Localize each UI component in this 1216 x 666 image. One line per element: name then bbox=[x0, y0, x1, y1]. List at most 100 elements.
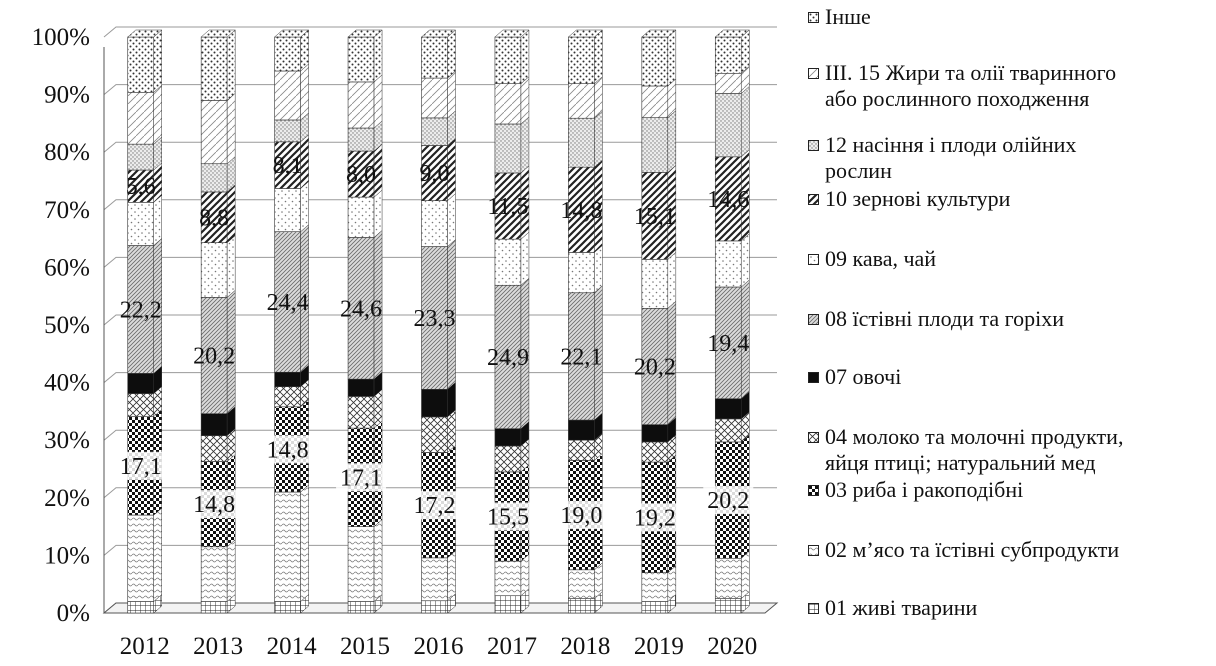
bar-segment-side bbox=[447, 193, 456, 248]
bar-segment bbox=[200, 242, 228, 298]
bar-segment bbox=[494, 36, 522, 84]
bar-segment bbox=[127, 202, 155, 246]
legend-swatch bbox=[808, 545, 819, 556]
bar-segment-side bbox=[520, 76, 530, 125]
bar-segment bbox=[274, 188, 301, 232]
bar-segment-side bbox=[153, 29, 162, 93]
bar-segment bbox=[714, 398, 742, 420]
bar-segment bbox=[127, 373, 155, 394]
bar-segment-side bbox=[667, 251, 677, 309]
bar-segment bbox=[347, 127, 375, 152]
bar-segment bbox=[274, 386, 301, 408]
bar-segment bbox=[641, 307, 669, 425]
bar-segment-side bbox=[300, 484, 309, 603]
bar-segment-side bbox=[373, 519, 383, 603]
data-label: 17,1 bbox=[340, 465, 382, 491]
bar-top bbox=[494, 29, 530, 38]
y-tick-label: 0% bbox=[57, 600, 90, 627]
bar-segment bbox=[127, 601, 155, 614]
bar-segment bbox=[641, 424, 669, 443]
bar-top bbox=[347, 29, 383, 38]
bar-segment bbox=[568, 439, 595, 461]
bar-segment-side bbox=[741, 29, 750, 74]
data-label-bg bbox=[703, 486, 754, 515]
bar-segment-side bbox=[226, 92, 236, 165]
data-label: 22,2 bbox=[120, 297, 162, 323]
x-tick-label: 2018 bbox=[560, 633, 610, 660]
x-tick-label: 2014 bbox=[267, 633, 318, 660]
bar-segment-side bbox=[741, 233, 750, 288]
x-tick-label: 2020 bbox=[707, 633, 757, 660]
bar-segment bbox=[641, 172, 669, 260]
data-label: 22,1 bbox=[560, 344, 602, 370]
bar-segment bbox=[494, 595, 522, 614]
bar-segment bbox=[714, 93, 742, 158]
bar-segment bbox=[494, 445, 522, 473]
x-tick-label: 2019 bbox=[634, 633, 684, 660]
bar-segment-side bbox=[447, 409, 456, 454]
data-label: 20,2 bbox=[707, 488, 749, 514]
bar-segment bbox=[200, 435, 228, 462]
legend-swatch bbox=[808, 432, 819, 443]
data-label: 14,8 bbox=[267, 437, 309, 463]
bar-segment-side bbox=[226, 235, 236, 298]
bar-segment bbox=[200, 191, 228, 243]
y-tick-label: 80% bbox=[44, 139, 90, 166]
data-label-bg bbox=[189, 490, 240, 519]
bar-segment bbox=[274, 491, 301, 602]
y-tick-label: 50% bbox=[44, 312, 90, 339]
bar-segment bbox=[127, 245, 155, 374]
bar-segment bbox=[421, 200, 448, 247]
bar-segment bbox=[421, 36, 448, 79]
bar-segment bbox=[421, 389, 448, 418]
bar-segment bbox=[127, 36, 155, 93]
bar-segment bbox=[127, 91, 155, 145]
bar-segment-side bbox=[594, 29, 603, 85]
legend-label: 04 молоко та молочні продукти, яйця птиц… bbox=[825, 424, 1124, 475]
bar-segment-side bbox=[373, 74, 383, 129]
bar-segment bbox=[347, 196, 375, 238]
legend-label: 01 живі тварини bbox=[825, 595, 978, 620]
legend-swatch bbox=[808, 372, 819, 383]
legend-swatch bbox=[808, 485, 819, 496]
data-label: 17,1 bbox=[120, 454, 162, 480]
bar-segment bbox=[200, 36, 228, 101]
stacked-bar-chart: 0% 10% 20% 30% 40% 50% 60% 70% 80% 90% 100% 2012 201… bbox=[32, 24, 779, 660]
bar-segment bbox=[641, 85, 669, 118]
legend-label: 03 риба і ракоподібні bbox=[825, 477, 1024, 502]
gridline bbox=[103, 544, 777, 556]
label-layer: 17,1 22,2 5,6 14,8 20,2 8,8 14,8 24,4 8,1 17,1 24,… bbox=[115, 153, 754, 532]
data-label-bg bbox=[556, 501, 607, 530]
bar-segment bbox=[421, 117, 448, 146]
bar-segment bbox=[200, 163, 228, 193]
bar-segment bbox=[127, 514, 155, 602]
y-tick-label: 70% bbox=[44, 197, 90, 224]
x-tick-label: 2013 bbox=[193, 633, 243, 660]
bar-segment bbox=[127, 393, 155, 417]
bar-segment bbox=[494, 238, 522, 286]
data-label: 20,2 bbox=[193, 344, 235, 370]
bar-segment bbox=[347, 150, 375, 198]
bar-segment-side bbox=[594, 110, 603, 168]
gridline bbox=[103, 256, 777, 268]
legend-item: III. 15 Жири та олії тваринного або росл… bbox=[808, 60, 1216, 112]
bar-segment bbox=[494, 428, 522, 447]
bar-segment bbox=[568, 166, 595, 253]
gridline bbox=[103, 487, 777, 499]
legend-label: 10 зернові культури bbox=[825, 186, 1011, 211]
bar-segment bbox=[641, 36, 669, 87]
bar-segment bbox=[421, 145, 448, 201]
bar-segment bbox=[494, 172, 522, 240]
bar-segment bbox=[347, 81, 375, 129]
data-label: 24,4 bbox=[267, 290, 309, 316]
gridline bbox=[103, 429, 777, 441]
bar-segment bbox=[641, 259, 669, 309]
y-tick-label: 40% bbox=[44, 370, 90, 397]
data-label: 19,4 bbox=[707, 331, 749, 357]
bar-segment-side bbox=[300, 180, 309, 233]
bar-segment-side bbox=[520, 29, 530, 85]
bar-segment bbox=[714, 557, 742, 599]
data-label: 8,1 bbox=[273, 153, 303, 179]
bar-segment bbox=[641, 601, 669, 614]
legend-item: 09 кава, чай bbox=[808, 246, 1216, 272]
